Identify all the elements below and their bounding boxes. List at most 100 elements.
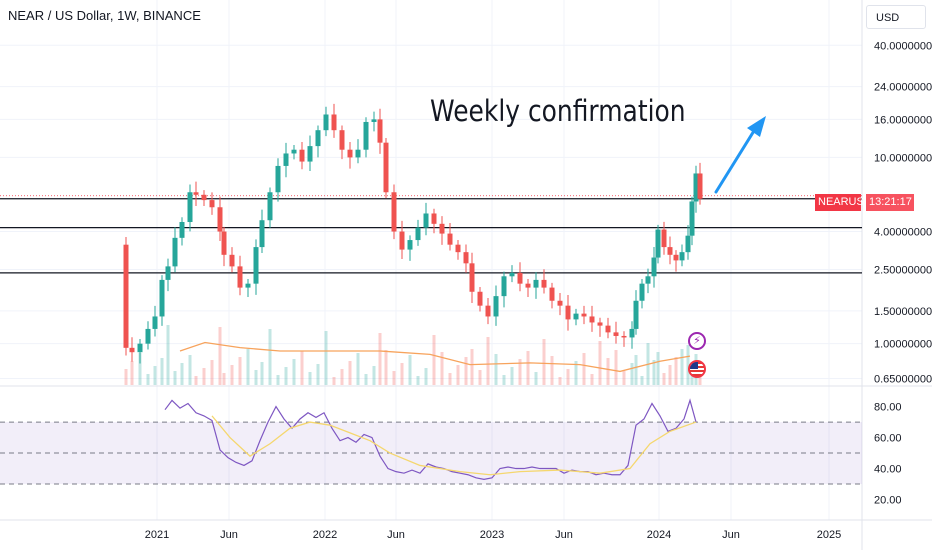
volume-bar [494,354,498,385]
time-tick-label: Jun [555,529,573,541]
volume-bar [534,372,538,385]
candle-body [673,254,679,261]
volume-bar [622,371,626,385]
candle-body [651,257,657,277]
candle-body [533,279,539,288]
us-flag-icon[interactable] [688,360,706,378]
candle-body [339,130,345,150]
candle-body [323,114,329,131]
price-tick-label: 16.00000000 [874,114,932,126]
volume-bar [662,373,666,385]
volume-bar [138,353,142,385]
price-tick-label: 1.00000000 [874,339,932,351]
volume-bar [180,363,184,385]
volume-bar [464,357,468,385]
candle-body [439,223,445,234]
volume-bar [153,366,157,385]
rsi-tick-label: 40.00 [874,464,902,476]
candle-body [165,266,171,280]
volume-bar [316,364,320,385]
candle-body [201,194,207,201]
volume-bar [124,369,128,385]
candle-body [371,119,377,122]
volume-bar [188,355,192,385]
candle-body [415,227,421,241]
lightning-icon[interactable]: ⚡ [688,332,706,350]
volume-bar [640,376,644,385]
candle-body [469,263,475,292]
candle-body [517,272,523,284]
candle-body [679,252,685,261]
time-tick-label: Jun [220,529,238,541]
rsi-tick-label: 60.00 [874,433,902,445]
time-tick-label: 2022 [313,529,337,541]
candle-body [485,305,491,317]
volume-bar [364,374,368,385]
candle-body [549,287,555,301]
volume-bar [574,361,578,385]
volume-bar [400,363,404,385]
symbol-title[interactable]: NEAR / US Dollar, 1W, BINANCE [8,8,201,23]
volume-bar [674,357,678,385]
volume-bar [432,335,436,385]
volume-bar [518,359,522,385]
candle-body [187,192,193,223]
volume-bar [680,349,684,385]
candle-body [455,244,461,253]
volume-bar [260,362,264,385]
candle-body [299,149,305,162]
volume-bar [456,365,460,385]
volume-bar [416,376,420,385]
candle-body [581,313,587,317]
candle-body [541,279,547,288]
candle-body [565,305,571,320]
volume-bar [254,370,258,385]
volume-bar [218,327,222,385]
candle-body [159,279,165,317]
time-tick-label: 2024 [647,529,671,541]
annotation-text[interactable]: Weekly confirmation [430,94,686,128]
volume-bar [246,349,250,385]
volume-bar [424,368,428,385]
candle-body [229,254,235,267]
volume-bar [202,368,206,385]
time-tick-label: Jun [387,529,405,541]
candle-body [283,153,289,166]
candle-body [633,300,639,329]
candle-body [399,231,405,250]
candle-body [391,192,397,232]
volume-bar [130,361,134,385]
volume-bar [486,337,490,385]
volume-bar [542,339,546,385]
currency-button[interactable]: USD [866,5,926,29]
candle-body [407,240,413,250]
candle-body [685,235,691,253]
candle-body [172,237,178,267]
volume-bar [372,366,376,385]
volume-bar [292,359,296,385]
volume-bar [332,377,336,385]
candle-body [267,192,273,221]
candle-body [509,272,515,277]
volume-bar [392,371,396,385]
price-tick-label: 1.50000000 [874,306,932,318]
volume-bar [448,373,452,385]
candle-body [493,296,499,317]
volume-bar [384,350,388,385]
volume-bar [550,356,554,385]
candle-body [697,173,703,199]
annotation-arrow-shaft [714,124,759,194]
candle-body [145,328,151,344]
volume-bar [308,372,312,385]
candle-body [275,165,281,193]
candle-body [447,233,453,245]
volume-bar [348,361,352,385]
candle-body [501,276,507,297]
candle-body [221,231,227,255]
volume-bar [698,375,702,385]
volume-bar [194,376,198,385]
volume-bar [210,360,214,385]
volume-bar [526,351,530,385]
candle-body [377,119,383,143]
